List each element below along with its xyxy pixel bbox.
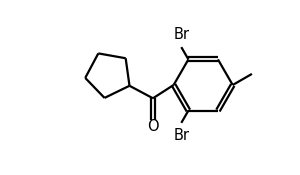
Text: Br: Br [173,27,189,42]
Text: Br: Br [173,128,189,143]
Text: O: O [147,118,159,134]
